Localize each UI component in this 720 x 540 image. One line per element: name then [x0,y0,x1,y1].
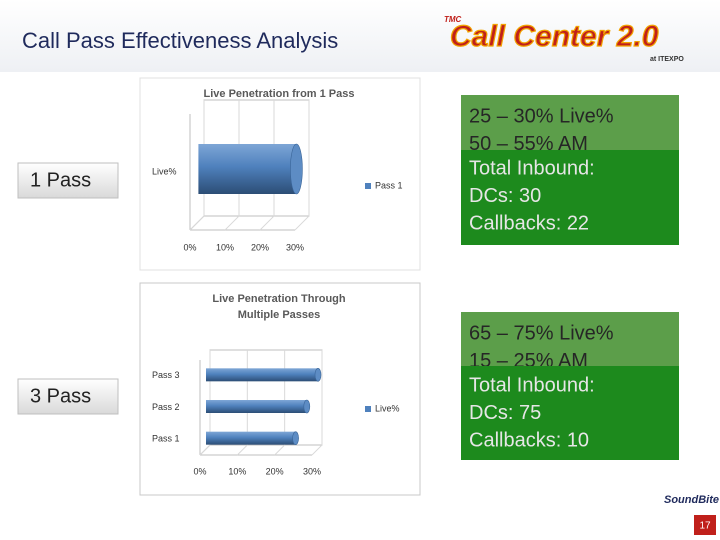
info-line: 50 – 55% AM [469,133,588,155]
info-line: DCs: 75 [469,402,541,424]
x-tick-label: 0% [183,242,196,252]
logo-sub: at ITEXPO [650,56,684,63]
legend-label: Pass 1 [375,180,403,190]
tick-mark [311,444,323,456]
logo-brand: Call Center 2.0 [450,20,659,53]
tick-mark [199,444,211,456]
x-tick-label: 10% [228,466,246,476]
legend-swatch [365,183,371,189]
bar [206,400,307,413]
bar [206,431,296,445]
info-line: 65 – 75% Live% [469,322,614,344]
section-label-box [17,378,119,415]
info-line: 25 – 30% Live% [469,105,614,127]
bar [206,368,318,382]
y-tick-label: Live% [152,166,177,176]
tick-mark [236,444,248,456]
tick-mark [274,444,286,456]
x-tick-label: 30% [303,466,321,476]
section-label-box [17,162,119,199]
legend-label: Live% [375,403,400,413]
bar-cap [292,431,299,445]
tick-mark [259,215,275,231]
slide-title: Call Pass Effectiveness Analysis [22,28,338,53]
tick-mark [224,215,240,231]
chart-title: Multiple Passes [238,309,321,321]
y-tick-label: Pass 3 [152,370,180,380]
x-tick-label: 0% [193,466,206,476]
info-box-inner [461,150,679,245]
tick-mark [189,215,205,231]
chart-title: Live Penetration from 1 Pass [204,88,355,100]
x-tick-label: 30% [286,242,304,252]
info-line: Total Inbound: [469,374,595,396]
bar-cap [314,368,322,382]
x-tick-label: 20% [251,242,269,252]
bar [198,144,297,194]
section-label: 1 Pass [30,169,91,191]
legend-swatch [365,406,371,412]
y-tick-label: Pass 1 [152,434,180,444]
sponsor-logo: SoundBite [664,494,719,506]
chart-title: Live Penetration Through [212,293,346,305]
logo-badge: TMC [444,15,462,24]
tick-mark [294,215,310,231]
x-tick-label: 10% [216,242,234,252]
bar-cap [290,143,303,195]
info-line: DCs: 30 [469,185,541,207]
info-line: Callbacks: 10 [469,429,589,451]
y-tick-label: Pass 2 [152,402,180,412]
info-box-inner [461,366,679,460]
header-band [0,0,720,72]
section-label: 3 Pass [30,385,91,407]
bar-cap [303,399,311,414]
page-number: 17 [699,521,711,532]
info-line: Total Inbound: [469,157,595,179]
info-line: Callbacks: 22 [469,212,589,234]
x-tick-label: 20% [266,466,284,476]
page-number-box [694,515,716,535]
chart-frame [139,282,421,496]
